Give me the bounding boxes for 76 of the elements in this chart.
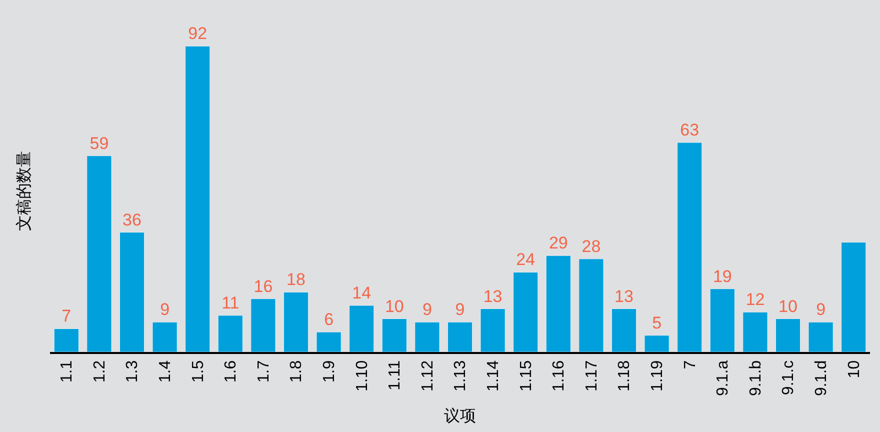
data-label: 63 (680, 120, 700, 140)
x-tick-label: 1.2 (91, 360, 108, 383)
bar (316, 332, 342, 352)
x-tick-label: 9.1.a (714, 360, 732, 396)
bar (742, 312, 768, 352)
data-label: 19 (712, 266, 732, 286)
data-label: 5 (652, 313, 662, 332)
data-label: 7 (62, 306, 72, 326)
x-tick-label: 1.18 (616, 360, 634, 392)
data-label: 9 (160, 300, 170, 320)
bar (808, 322, 834, 352)
bar (447, 322, 473, 352)
data-label: 24 (516, 250, 536, 270)
bar (513, 272, 538, 352)
bar (611, 308, 637, 352)
x-tick-label: 1.17 (583, 360, 600, 392)
bar (578, 258, 604, 352)
x-tick-label: 1.6 (222, 360, 240, 383)
data-label: 13 (614, 286, 634, 306)
x-tick-label: 1.13 (452, 360, 470, 392)
data-label: 16 (254, 276, 273, 296)
x-tick-label: 1.1 (58, 360, 76, 383)
data-label: 59 (90, 134, 109, 153)
bar (480, 308, 506, 352)
data-label: 36 (122, 210, 142, 230)
data-label: 13 (483, 286, 502, 306)
bar (841, 242, 866, 352)
bar (414, 322, 440, 352)
x-tick-label: 1.10 (354, 360, 371, 392)
bar (54, 328, 79, 352)
x-tick-label: 1.8 (288, 360, 306, 383)
data-label: 28 (582, 236, 601, 256)
data-label: 14 (352, 283, 372, 302)
x-tick-label: 1.7 (255, 360, 272, 383)
data-label: 10 (384, 296, 404, 316)
x-tick-label: 1.16 (550, 360, 568, 392)
x-tick-label: 1.9 (321, 360, 338, 383)
x-tick-label: 1.12 (419, 360, 436, 392)
x-tick-label: 1.5 (190, 360, 207, 383)
data-label: 9 (455, 300, 465, 320)
data-label: 11 (222, 293, 240, 312)
bar (710, 288, 735, 352)
bar (546, 255, 571, 352)
x-tick-label: 9.1.c (780, 360, 798, 396)
bar (152, 322, 178, 352)
data-label: 92 (188, 24, 208, 44)
data-label: 9 (422, 300, 432, 320)
bar (86, 156, 112, 352)
bar (382, 318, 407, 352)
bar (218, 315, 243, 352)
bar (119, 232, 145, 352)
x-tick-label: 7 (682, 360, 699, 370)
data-label: 29 (548, 234, 568, 253)
bar (185, 46, 210, 352)
x-tick-label: 1.11 (386, 360, 404, 390)
bar (775, 318, 801, 352)
x-axis-title: 议项 (444, 406, 476, 426)
data-label: 9 (816, 300, 826, 320)
bar (644, 335, 670, 352)
bar (349, 305, 374, 352)
x-tick-label: 1.14 (485, 360, 502, 392)
x-tick-label: 9.1.d (813, 360, 830, 396)
data-label: 6 (324, 310, 334, 330)
x-tick-label: 9.1.b (747, 360, 764, 396)
bar (250, 298, 276, 352)
y-axis-title: 文稿的数量 (14, 151, 33, 231)
data-label: 18 (286, 270, 306, 290)
x-tick-label: 1.4 (157, 360, 174, 383)
bar (283, 292, 309, 352)
data-label: 10 (778, 296, 798, 316)
x-tick-label: 1.3 (124, 360, 142, 383)
x-tick-label: 10 (846, 360, 863, 378)
bar (677, 142, 702, 352)
x-tick-label: 1.19 (649, 360, 666, 392)
data-label: 12 (746, 290, 765, 310)
x-tick-label: 1.15 (518, 360, 535, 392)
